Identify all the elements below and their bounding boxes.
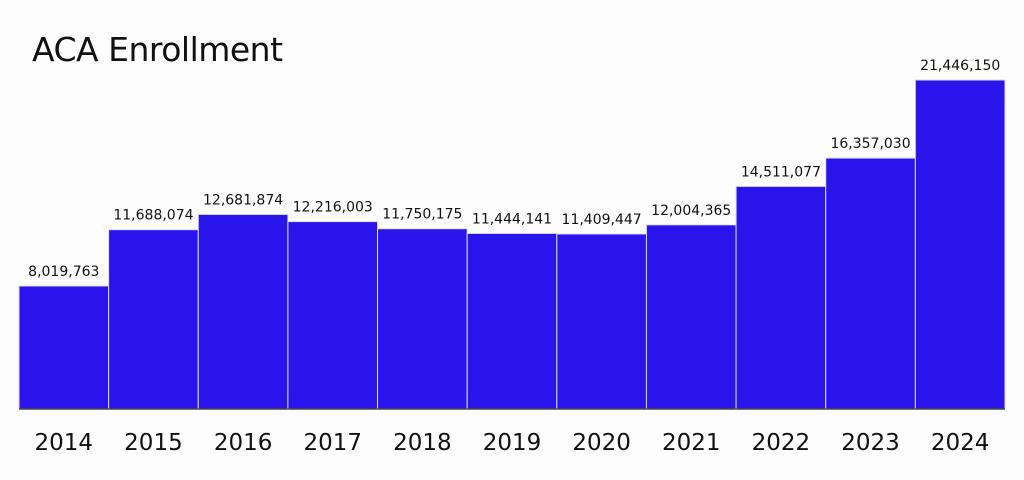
bar-2021 [645,224,737,410]
bar-2018 [377,228,468,410]
x-tick-label-2024: 2024 [931,430,990,456]
x-tick-label-2014: 2014 [35,430,94,456]
bar-2017 [287,221,379,410]
bar-2014 [18,285,110,410]
x-tick-label-2019: 2019 [483,430,542,456]
x-tick-label-2016: 2016 [214,430,273,456]
bar-2016 [197,213,289,410]
value-label-2015: 11,688,074 [113,208,193,224]
value-label-2019: 11,444,141 [472,211,552,227]
x-tick-label-2021: 2021 [662,430,721,456]
value-label-2018: 11,750,175 [382,207,462,223]
value-label-2023: 16,357,030 [830,136,910,152]
bars-group [18,79,1006,410]
x-tick-label-2015: 2015 [124,430,183,456]
value-label-2020: 11,409,447 [562,212,642,228]
value-label-2022: 14,511,077 [741,164,821,180]
x-tick-label-2018: 2018 [393,430,452,456]
x-tick-label-2020: 2020 [572,430,631,456]
value-label-2021: 12,004,365 [651,203,731,219]
bar-2020 [556,233,647,410]
value-label-2024: 21,446,150 [920,58,1000,74]
bar-2022 [735,185,827,410]
value-label-2017: 12,216,003 [293,200,373,216]
bar-2015 [108,229,199,410]
bar-2019 [466,232,558,410]
value-label-2016: 12,681,874 [203,192,283,208]
x-tick-labels-group: 2014 2015 2016 2017 2018 2019 2020 2021 2022 2023… [35,430,990,456]
x-tick-label-2017: 2017 [303,430,362,456]
value-labels-group: 8,019,763 11,688,074 12,681,874 12,216,003 1… [28,58,1000,280]
x-tick-label-2022: 2022 [752,430,811,456]
value-label-2014: 8,019,763 [28,264,99,280]
chart-title: ACA Enrollment [32,30,283,69]
x-tick-label-2023: 2023 [841,430,900,456]
bar-2023 [825,157,916,410]
bar-2024 [914,79,1006,410]
